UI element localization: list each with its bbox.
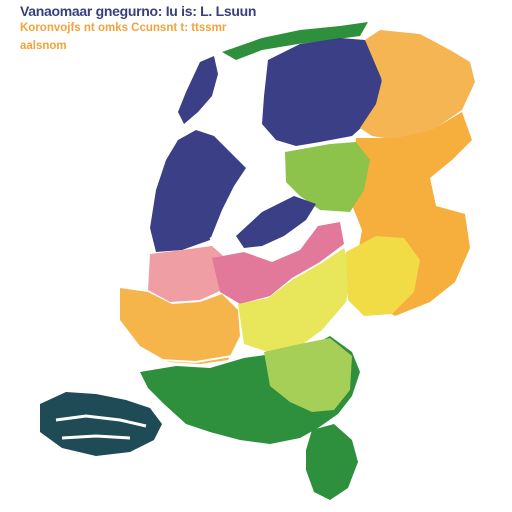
region-north-green-strip[interactable]: [222, 22, 368, 60]
delta-water-1: [55, 414, 147, 428]
map-title: Vanaomaar gnegurno: Iu is: L. Lsuun: [20, 3, 257, 19]
map-subtitle: Koronvojfs nt omks Ccunsnt t: ttssmr: [20, 22, 227, 34]
region-north-coast[interactable]: [262, 38, 383, 146]
region-center-pink[interactable]: [212, 222, 344, 304]
region-south-east-yellow[interactable]: [346, 236, 420, 316]
river-2: [131, 351, 233, 364]
region-south-tip[interactable]: [306, 424, 358, 500]
region-delta[interactable]: [40, 392, 162, 456]
region-west-pink[interactable]: [148, 246, 230, 302]
region-lake[interactable]: [236, 196, 316, 248]
region-northwest-islands[interactable]: [178, 56, 218, 124]
region-south-west-orange[interactable]: [120, 288, 240, 364]
map-subtitle-2: aalsnom: [20, 40, 67, 52]
river-1: [209, 219, 319, 256]
region-south-lime[interactable]: [264, 338, 352, 412]
region-north-east[interactable]: [360, 30, 475, 140]
region-central-yellow[interactable]: [238, 248, 352, 352]
delta-water-2: [61, 434, 131, 440]
region-center-green[interactable]: [285, 142, 370, 212]
region-west-coast[interactable]: [150, 130, 246, 252]
